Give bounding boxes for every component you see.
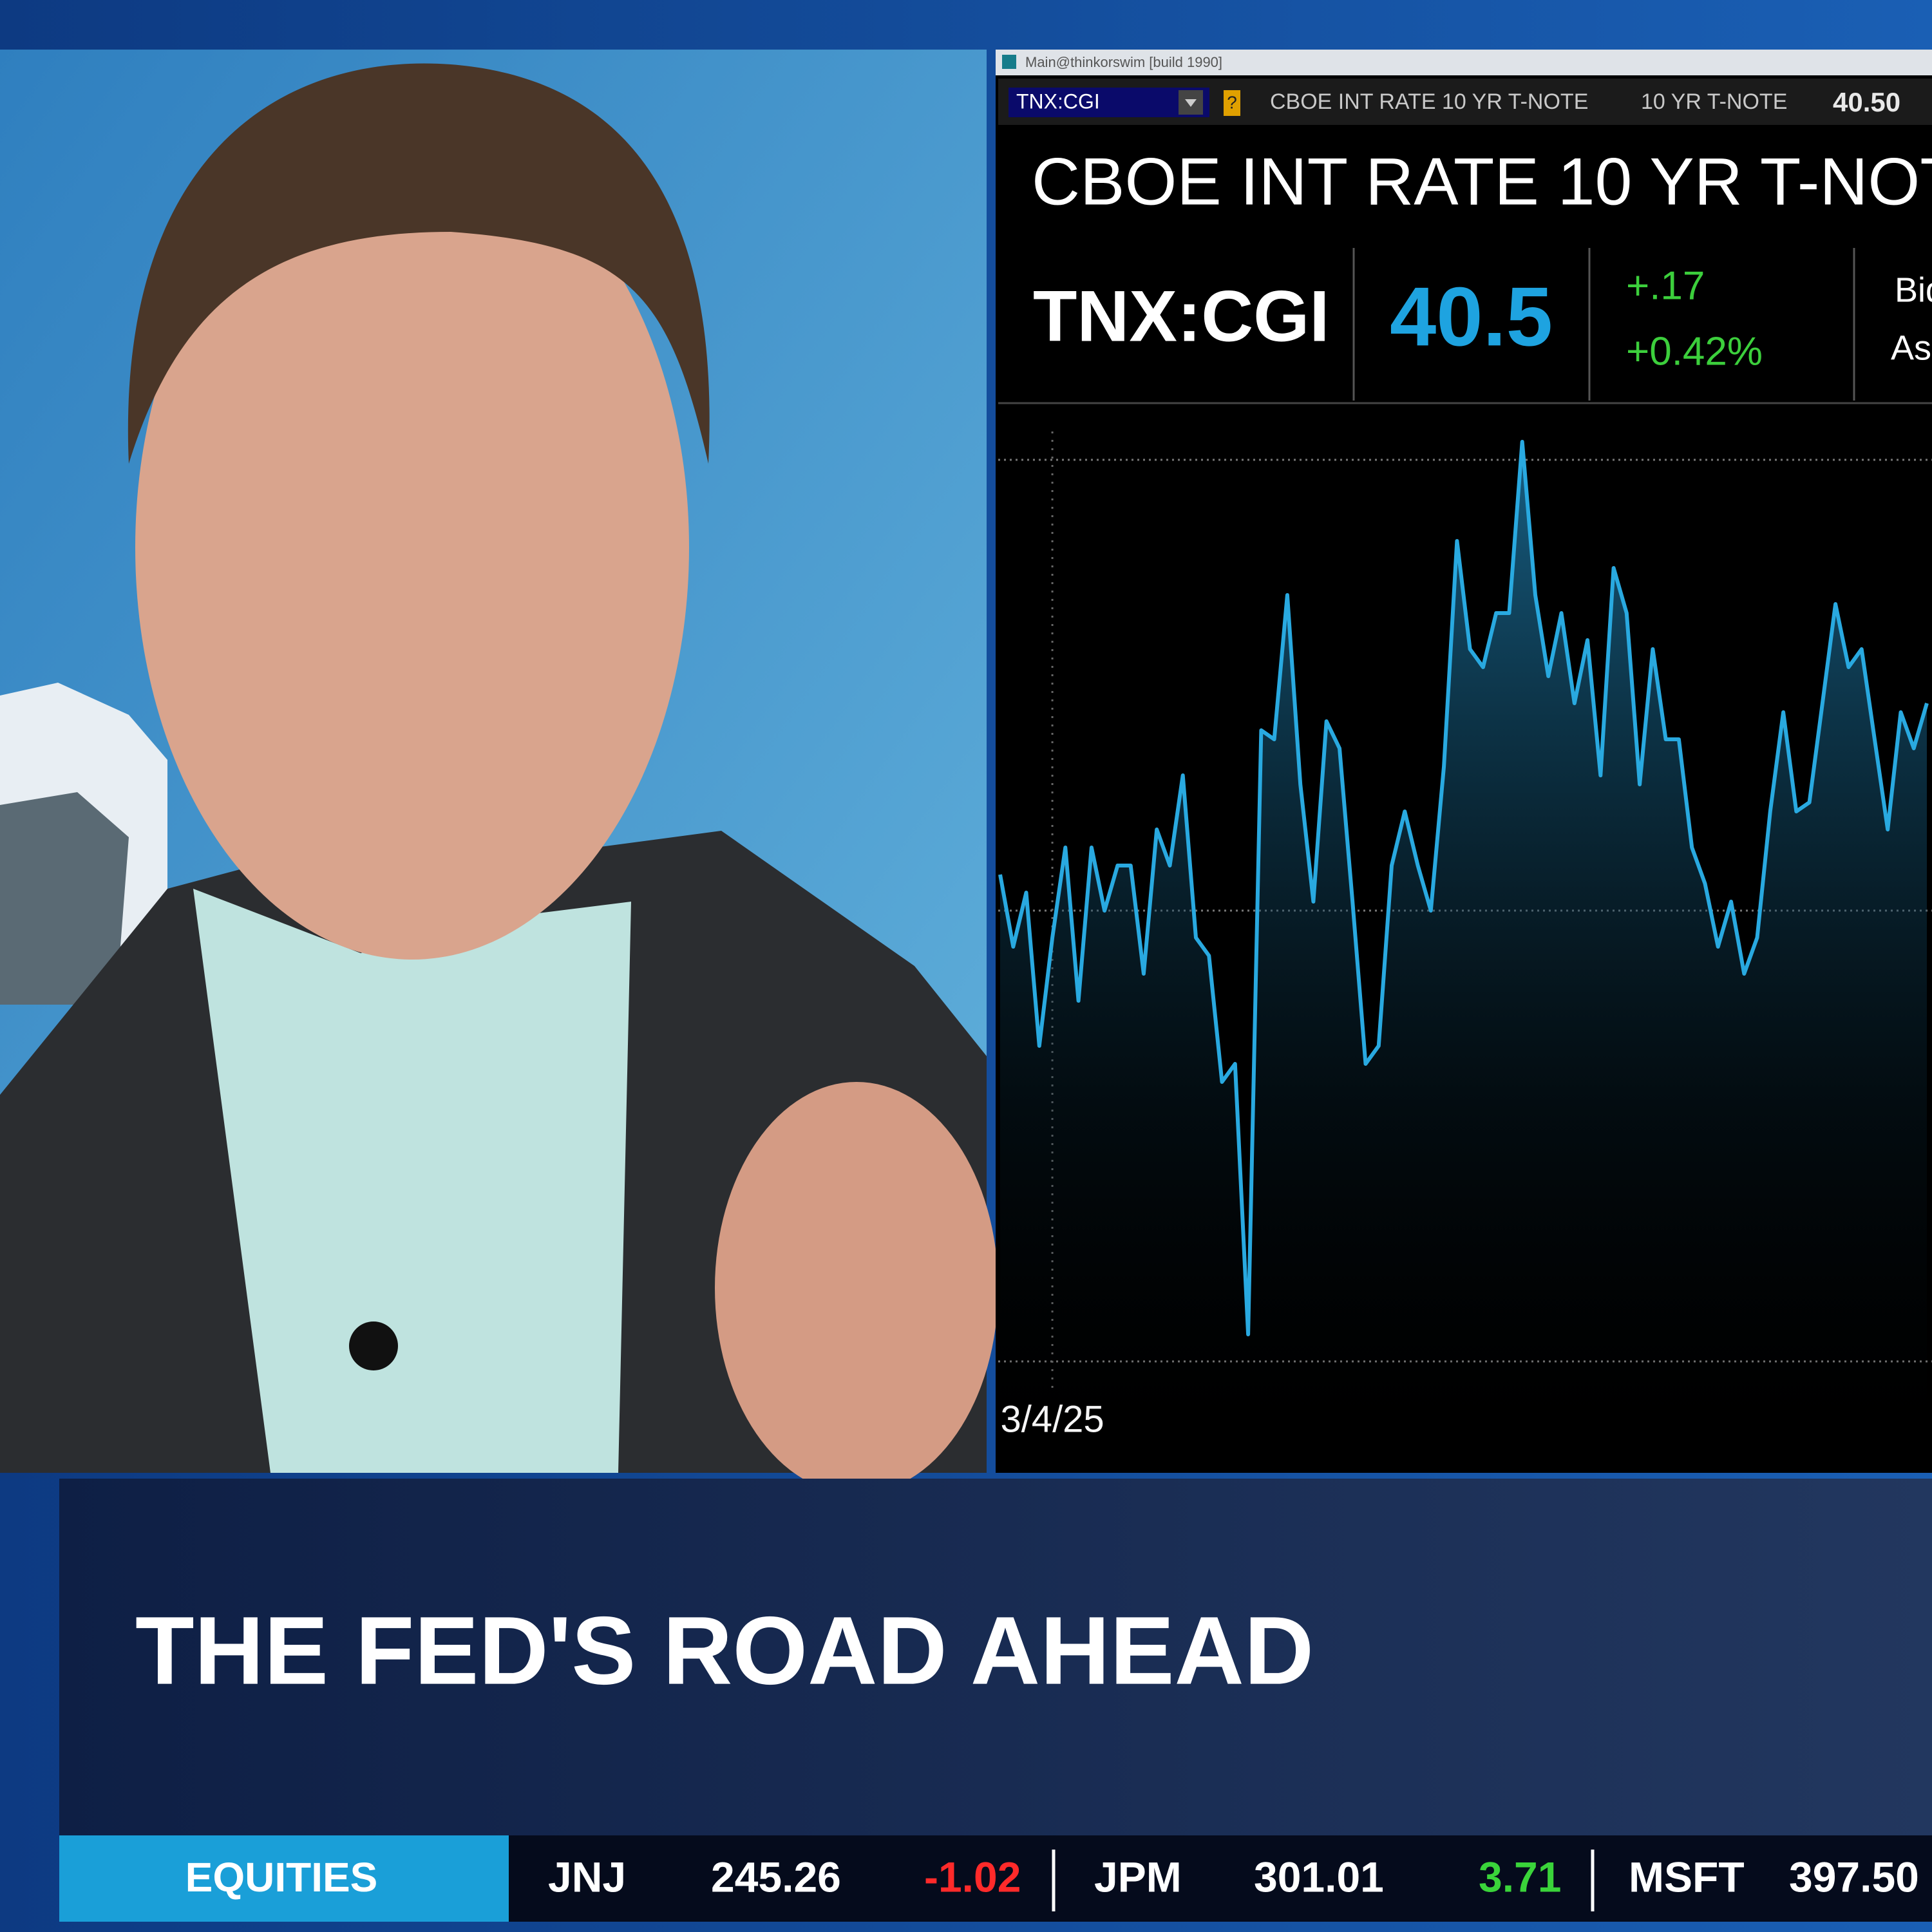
help-button[interactable] (1224, 90, 1240, 116)
title-bar-text: Main@thinkorswim [build 1990] (1025, 54, 1222, 70)
ticker-label: EQUITIES (185, 1854, 378, 1900)
ticker-symbol: MSFT (1629, 1853, 1745, 1900)
line (998, 440, 1929, 1336)
ticker-symbol: JNJ (548, 1853, 626, 1900)
ticker-change: 3.71 (1479, 1853, 1561, 1900)
ticker-items: JNJ 245.26 -1.02 JPM 301.01 3.71 MSFT 397.50 (548, 1850, 1919, 1911)
symbol-box[interactable] (1009, 88, 1209, 117)
ask-label: Ask (1891, 328, 1932, 367)
headline: THE FED'S ROAD AHEAD (135, 1596, 1314, 1705)
toolbar-last: 40.50 (1833, 87, 1900, 117)
ticker-price: 245.26 (711, 1853, 841, 1900)
toolbar-description: CBOE INT RATE 10 YR T-NOTE (1270, 90, 1588, 114)
help-icon: ? (1227, 92, 1237, 112)
hair (128, 63, 710, 464)
ticker-label-box (59, 1835, 509, 1922)
quote-change-percent: +0.42% (1626, 329, 1763, 374)
chart-window: Main@thinkorswim [build 1990] TNX:CGI ? … (996, 50, 1932, 1473)
quote-symbol: TNX:CGI (1033, 276, 1329, 357)
ticker-change: -1.02 (924, 1853, 1021, 1900)
lower-third (59, 1479, 1932, 1835)
price-chart: 3/4/25 (998, 431, 1932, 1472)
bid-label: Bid (1895, 270, 1932, 309)
toolbar-short-name: 10 YR T-NOTE (1641, 90, 1787, 114)
microphone (349, 1321, 398, 1370)
quote-last: 40.5 (1390, 269, 1553, 363)
ticker-price: 397.50 (1789, 1853, 1919, 1900)
quote-change: +.17 (1626, 263, 1705, 308)
shirt (193, 889, 631, 1473)
app-icon (1002, 55, 1016, 69)
quote-title: CBOE INT RATE 10 YR T-NOTE (1032, 144, 1932, 219)
video-feed (0, 50, 998, 1494)
ticker-price: 301.01 (1254, 1853, 1384, 1900)
toolbar-symbol[interactable]: TNX:CGI (1016, 90, 1100, 113)
trees (0, 792, 129, 1005)
ticker-symbol: JPM (1094, 1853, 1182, 1900)
head (135, 135, 689, 960)
dropdown-arrow (1185, 99, 1197, 107)
title-bar (996, 50, 1932, 75)
area (1000, 442, 1927, 1472)
hand (715, 1082, 998, 1494)
